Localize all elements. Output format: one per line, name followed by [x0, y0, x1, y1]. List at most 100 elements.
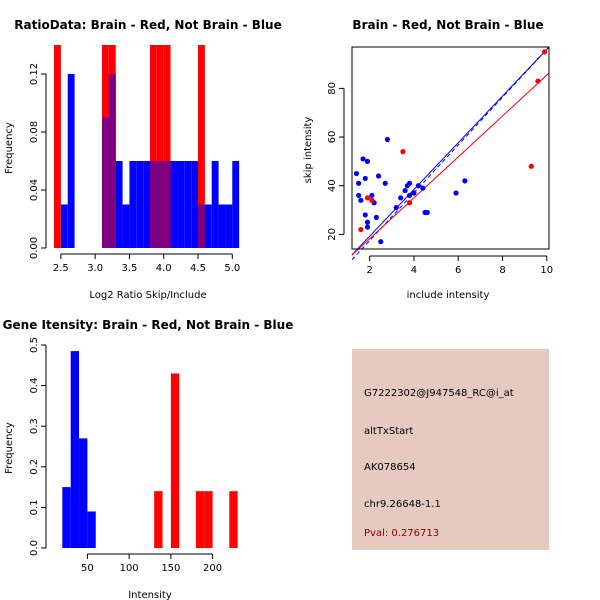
point-brain: [369, 197, 375, 203]
point-not-brain: [362, 175, 368, 182]
point-not-brain: [375, 173, 382, 179]
y-tick-label: 0.08: [29, 121, 40, 143]
bar-not-brain: [87, 511, 96, 548]
bar-overlap: [108, 74, 116, 248]
point-brain: [358, 226, 364, 233]
point-not-brain: [358, 197, 364, 203]
bar-brain: [198, 45, 205, 248]
scatter-axes: 2 4 6 8 10 20 40 60 80: [327, 82, 553, 276]
bar-overlap: [102, 117, 109, 248]
bar-not-brain: [79, 438, 88, 548]
point-brain: [541, 49, 548, 55]
intensity-histogram-xlabel: Intensity: [128, 590, 172, 600]
point-not-brain: [462, 178, 468, 184]
scatter-ylabel: skip intensity: [303, 117, 314, 184]
bar-not-brain: [177, 161, 185, 248]
x-tick-label: 4.0: [156, 263, 172, 274]
y-tick-label: 40: [327, 179, 338, 192]
bar-not-brain: [191, 161, 198, 248]
point-not-brain: [364, 219, 371, 225]
bar-brain: [150, 45, 157, 248]
point-not-brain: [420, 185, 426, 191]
bar-not-brain: [136, 161, 144, 248]
point-not-brain: [369, 192, 375, 199]
y-tick-label: 0.5: [29, 337, 40, 353]
scatter-plot-box: [351, 46, 550, 250]
intensity-histogram-panel: Gene Itensity: Brain - Red, Not Brain - …: [3, 318, 294, 600]
bar-overlap: [163, 161, 171, 248]
intensity-histogram-ylabel: Frequency: [4, 422, 15, 474]
fit-line: [351, 46, 550, 256]
point-not-brain: [356, 180, 362, 186]
bar-brain: [154, 491, 163, 548]
point-brain: [528, 163, 534, 169]
point-not-brain: [373, 214, 379, 220]
y-tick-label: 0.0: [29, 540, 40, 556]
accession: AK078654: [364, 462, 416, 473]
y-tick-label: 0.12: [29, 63, 40, 85]
bar-not-brain: [122, 204, 130, 248]
ratio-histogram-bars: [54, 45, 240, 248]
y-tick-label: 0.2: [29, 459, 40, 475]
bar-not-brain: [129, 161, 137, 248]
y-tick-label: 20: [327, 228, 338, 241]
x-tick-label: 5.0: [224, 263, 240, 274]
point-brain: [406, 200, 413, 206]
x-tick-label: 3.5: [121, 263, 137, 274]
point-not-brain: [364, 158, 371, 164]
ratio-histogram-axes: 2.5 3.0 3.5 4.0 4.5 5.0 0.00 0.04 0.08 0.12: [29, 63, 240, 274]
scatter-title: Brain - Red, Not Brain - Blue: [352, 18, 543, 32]
bar-brain: [156, 45, 164, 248]
intensity-histogram-title: Gene Itensity: Brain - Red, Not Brain - …: [3, 318, 294, 332]
y-tick-label: 0.04: [29, 179, 40, 201]
point-brain: [364, 195, 371, 201]
point-brain: [400, 149, 406, 155]
x-tick-label: 150: [161, 563, 180, 574]
point-not-brain: [362, 212, 368, 218]
point-not-brain: [398, 195, 404, 201]
point-not-brain: [382, 180, 388, 186]
bar-brain: [229, 491, 238, 548]
bar-not-brain: [70, 351, 80, 548]
bar-brain: [195, 491, 205, 548]
bar-brain: [54, 45, 61, 248]
bar-overlap: [150, 161, 157, 248]
y-tick-label: 80: [327, 82, 338, 95]
x-tick-label: 100: [120, 563, 139, 574]
bar-not-brain: [143, 161, 150, 248]
bar-not-brain: [62, 487, 71, 548]
bar-not-brain: [225, 204, 233, 248]
bar-brain: [204, 491, 213, 548]
intensity-scatter-panel: Brain - Red, Not Brain - Blue include in…: [303, 18, 553, 301]
info-panel-background: [352, 349, 549, 550]
intensity-histogram-axes: 50 100 150 200 0.0 0.1 0.2 0.3 0.4 0.5: [29, 337, 222, 574]
point-not-brain: [364, 224, 371, 230]
bar-not-brain: [170, 161, 178, 248]
ratio-histogram-panel: RatioData: Brain - Red, Not Brain - Blue…: [4, 18, 282, 301]
x-tick-label: 4: [411, 265, 417, 276]
bar-not-brain: [67, 74, 75, 248]
bar-not-brain: [218, 204, 226, 248]
x-tick-label: 2: [367, 265, 373, 276]
y-tick-label: 0.4: [29, 378, 40, 394]
point-not-brain: [453, 190, 459, 196]
bar-not-brain: [211, 161, 219, 248]
point-not-brain: [353, 170, 360, 177]
scatter-fit-lines: [351, 46, 550, 261]
x-tick-label: 200: [203, 563, 222, 574]
ratio-histogram-ylabel: Frequency: [4, 122, 15, 174]
x-tick-label: 10: [540, 265, 553, 276]
y-tick-label: 0.00: [29, 237, 40, 259]
fit-line: [351, 72, 550, 256]
fit-line: [351, 46, 550, 261]
bar-overlap: [198, 204, 205, 248]
ratio-histogram-title: RatioData: Brain - Red, Not Brain - Blue: [14, 18, 281, 32]
bar-not-brain: [184, 161, 192, 248]
point-not-brain: [415, 183, 422, 189]
point-not-brain: [384, 136, 391, 143]
bar-brain: [163, 45, 171, 248]
bar-not-brain: [60, 204, 68, 248]
point-not-brain: [356, 192, 362, 199]
probe-id: G7222302@J947548_RC@i_at: [364, 388, 514, 399]
info-panel: G7222302@J947548_RC@i_at altTxStart AK07…: [352, 349, 549, 550]
